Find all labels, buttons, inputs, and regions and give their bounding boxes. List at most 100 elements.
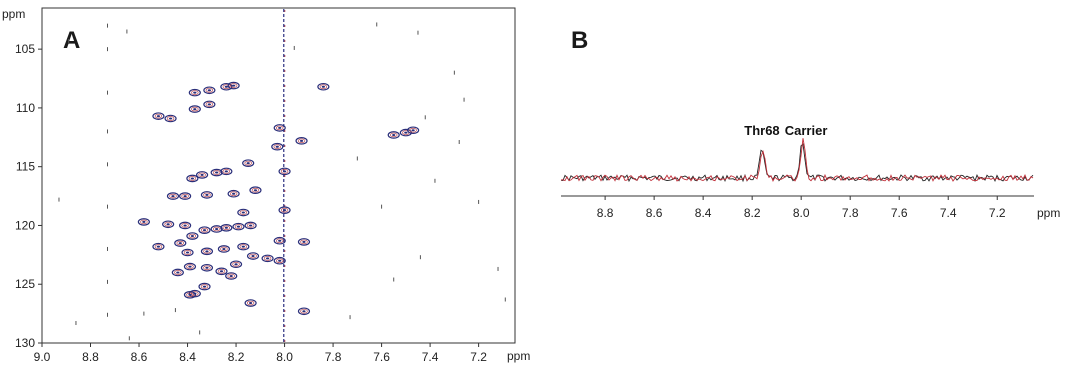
x-tick-label: 7.6 xyxy=(373,350,390,364)
cross-peak xyxy=(188,105,201,113)
cross-peak xyxy=(198,282,211,291)
panel-b-x-axis: 8.8 8.6 8.4 8.2 8.0 7.8 7.6 7.4 7.2 xyxy=(597,196,1006,220)
panel-b-trace-1 xyxy=(560,143,1034,183)
x-tick-label: 7.6 xyxy=(891,206,908,220)
panel-a-y-unit: ppm xyxy=(2,7,25,21)
panel-b-label: B xyxy=(571,27,588,54)
panel-a-frame xyxy=(41,7,516,344)
panel-a-x-axis: 9.0 8.8 8.6 8.4 8.2 8.0 7.8 7.6 7.4 7.2 xyxy=(34,343,487,364)
cross-peak xyxy=(229,260,243,269)
x-tick-label: 8.2 xyxy=(228,350,245,364)
cross-peak xyxy=(152,242,165,251)
cross-peak xyxy=(249,186,262,194)
panel-b-trace-2 xyxy=(560,138,1034,182)
y-tick-label: 110 xyxy=(16,101,35,115)
x-tick-label: 7.8 xyxy=(842,206,859,220)
cross-peak xyxy=(232,222,245,231)
x-tick-label: 8.0 xyxy=(793,206,810,220)
x-tick-label: 7.4 xyxy=(940,206,957,220)
panel-b-1d-spectrum: B 8.8 8.6 8.4 8.2 8.0 7.8 7.6 7.4 7.2 ppm Thr68 C… xyxy=(560,27,1060,220)
cross-peak xyxy=(210,225,223,233)
cross-peak xyxy=(297,238,311,246)
cross-peak xyxy=(220,82,233,91)
cross-peak xyxy=(203,100,216,109)
panel-a-y-axis: 105 110 115 120 125 130 xyxy=(15,42,42,350)
cross-peak xyxy=(188,88,201,97)
cross-peak xyxy=(174,239,187,247)
peak-annotation: Carrier xyxy=(785,123,828,138)
peak-annotation: Thr68 xyxy=(744,123,779,138)
cross-peak xyxy=(164,114,177,123)
cross-peak xyxy=(271,142,284,151)
cross-peak xyxy=(273,124,286,132)
x-tick-label: 7.2 xyxy=(989,206,1006,220)
panel-a-noise xyxy=(58,22,506,341)
cross-peak xyxy=(183,262,197,271)
x-tick-label: 7.2 xyxy=(470,350,487,364)
x-tick-label: 8.6 xyxy=(646,206,663,220)
panel-a-label: A xyxy=(63,27,80,54)
y-tick-label: 105 xyxy=(15,42,35,56)
cross-peak xyxy=(244,299,257,307)
cross-peak xyxy=(179,221,192,230)
cross-peak xyxy=(227,189,240,198)
cross-peak xyxy=(186,232,199,240)
x-tick-label: 7.8 xyxy=(325,350,342,364)
panel-b-x-unit: ppm xyxy=(1037,206,1060,220)
cross-peak xyxy=(220,167,233,176)
cross-peak xyxy=(244,221,257,230)
cross-peak xyxy=(198,226,211,234)
cross-peak xyxy=(246,252,260,260)
x-tick-label: 8.2 xyxy=(744,206,761,220)
y-tick-label: 120 xyxy=(15,218,35,232)
cross-peak xyxy=(171,268,184,277)
cross-peak xyxy=(217,245,231,253)
cross-peak xyxy=(273,256,286,265)
cross-peak xyxy=(399,128,412,137)
cross-peak xyxy=(220,224,233,232)
y-tick-label: 130 xyxy=(15,336,35,350)
x-tick-label: 9.0 xyxy=(34,350,51,364)
cross-peak xyxy=(200,263,214,272)
panel-a-peaks xyxy=(137,81,420,316)
cross-peak xyxy=(179,192,192,200)
panel-a-vertical-streak xyxy=(283,9,286,342)
cross-peak xyxy=(181,248,194,257)
cross-peak xyxy=(297,307,311,316)
x-tick-label: 8.4 xyxy=(179,350,196,364)
cross-peak xyxy=(200,247,214,256)
cross-peak xyxy=(183,291,197,299)
cross-peak xyxy=(210,168,223,177)
cross-peak xyxy=(278,167,291,176)
x-tick-label: 8.6 xyxy=(131,350,148,364)
y-tick-label: 125 xyxy=(15,277,35,291)
y-tick-label: 115 xyxy=(16,160,35,174)
cross-peak xyxy=(200,191,214,199)
x-tick-label: 8.8 xyxy=(82,350,99,364)
cross-peak xyxy=(295,137,308,145)
x-tick-label: 8.4 xyxy=(695,206,712,220)
cross-peak xyxy=(242,159,255,167)
panel-b-annotations: Thr68 Carrier xyxy=(744,123,827,138)
cross-peak xyxy=(225,272,238,280)
cross-peak xyxy=(215,267,228,276)
cross-peak xyxy=(195,171,209,179)
cross-peak xyxy=(152,112,165,120)
cross-peak xyxy=(278,206,291,214)
x-tick-label: 8.0 xyxy=(276,350,293,364)
cross-peak xyxy=(137,218,150,226)
cross-peak xyxy=(227,81,240,90)
cross-peak xyxy=(407,126,420,135)
cross-peak xyxy=(237,208,250,217)
cross-peak xyxy=(317,82,330,91)
cross-peak xyxy=(237,242,250,251)
cross-peak xyxy=(166,192,180,200)
x-tick-label: 8.8 xyxy=(597,206,614,220)
cross-peak xyxy=(387,131,400,139)
cross-peak xyxy=(203,86,216,95)
panel-a-x-unit: ppm xyxy=(507,349,530,363)
cross-peak xyxy=(261,254,274,263)
cross-peak xyxy=(186,174,199,183)
panel-a-hsqc-spectrum: A ppm ppm 105 110 115 120 125 130 9.0 8.8 8.6 8.… xyxy=(2,7,530,364)
